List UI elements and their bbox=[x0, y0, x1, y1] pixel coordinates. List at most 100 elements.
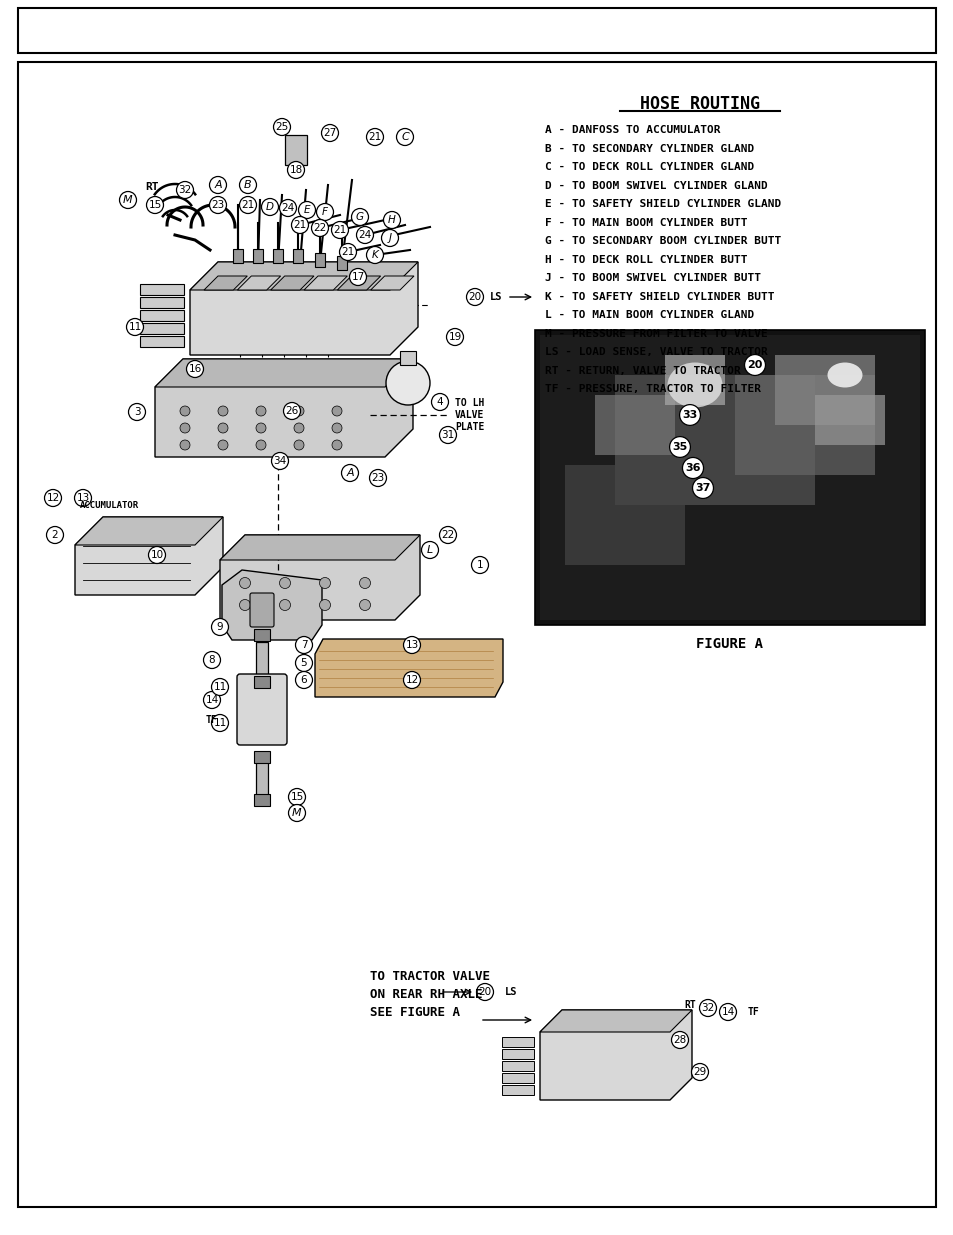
Text: M: M bbox=[292, 808, 301, 818]
Circle shape bbox=[349, 268, 366, 285]
Circle shape bbox=[319, 578, 330, 589]
Ellipse shape bbox=[826, 363, 862, 388]
FancyBboxPatch shape bbox=[18, 7, 935, 53]
Text: 12: 12 bbox=[47, 493, 59, 503]
Polygon shape bbox=[204, 275, 247, 290]
Circle shape bbox=[274, 119, 291, 136]
Circle shape bbox=[218, 440, 228, 450]
Circle shape bbox=[218, 424, 228, 433]
Text: 36: 36 bbox=[684, 463, 700, 473]
Text: 21: 21 bbox=[294, 220, 306, 230]
Circle shape bbox=[298, 201, 315, 219]
FancyBboxPatch shape bbox=[399, 351, 416, 366]
Text: 22: 22 bbox=[313, 224, 326, 233]
FancyBboxPatch shape bbox=[615, 375, 814, 505]
Circle shape bbox=[74, 489, 91, 506]
Text: L: L bbox=[426, 545, 433, 555]
Circle shape bbox=[239, 196, 256, 214]
FancyBboxPatch shape bbox=[250, 593, 274, 627]
Circle shape bbox=[671, 1031, 688, 1049]
Circle shape bbox=[366, 128, 383, 146]
Text: 13: 13 bbox=[76, 493, 90, 503]
Circle shape bbox=[321, 125, 338, 142]
FancyBboxPatch shape bbox=[774, 354, 874, 425]
Text: TF: TF bbox=[206, 715, 217, 725]
FancyBboxPatch shape bbox=[501, 1086, 534, 1095]
Circle shape bbox=[295, 655, 313, 672]
Circle shape bbox=[127, 319, 143, 336]
Text: 17: 17 bbox=[351, 272, 364, 282]
Text: A: A bbox=[346, 468, 354, 478]
Text: J - TO BOOM SWIVEL CYLINDER BUTT: J - TO BOOM SWIVEL CYLINDER BUTT bbox=[544, 273, 760, 283]
Text: RT - RETURN, VALVE TO TRACTOR: RT - RETURN, VALVE TO TRACTOR bbox=[544, 366, 740, 375]
Text: C - TO DECK ROLL CYLINDER GLAND: C - TO DECK ROLL CYLINDER GLAND bbox=[544, 162, 754, 172]
FancyBboxPatch shape bbox=[18, 62, 935, 1207]
Text: B - TO SECONDARY CYLINDER GLAND: B - TO SECONDARY CYLINDER GLAND bbox=[544, 143, 754, 153]
Text: 20: 20 bbox=[468, 291, 481, 303]
Text: 19: 19 bbox=[448, 332, 461, 342]
Circle shape bbox=[691, 1063, 708, 1081]
Circle shape bbox=[176, 182, 193, 199]
FancyBboxPatch shape bbox=[664, 354, 724, 405]
Text: H: H bbox=[388, 215, 395, 225]
Text: 27: 27 bbox=[323, 128, 336, 138]
Circle shape bbox=[272, 452, 288, 469]
FancyBboxPatch shape bbox=[236, 674, 287, 745]
Text: RT: RT bbox=[683, 1000, 695, 1010]
Text: 3: 3 bbox=[133, 408, 140, 417]
Text: L - TO MAIN BOOM CYLINDER GLAND: L - TO MAIN BOOM CYLINDER GLAND bbox=[544, 310, 754, 320]
Text: 21: 21 bbox=[368, 132, 381, 142]
Circle shape bbox=[476, 983, 493, 1000]
Text: 8: 8 bbox=[209, 655, 215, 664]
Text: ON REAR RH AXLE: ON REAR RH AXLE bbox=[370, 988, 482, 1000]
Text: F - TO MAIN BOOM CYLINDER BUTT: F - TO MAIN BOOM CYLINDER BUTT bbox=[544, 217, 747, 227]
FancyBboxPatch shape bbox=[253, 794, 270, 806]
Text: 15: 15 bbox=[290, 792, 303, 802]
Circle shape bbox=[294, 440, 304, 450]
Circle shape bbox=[332, 406, 341, 416]
Circle shape bbox=[295, 672, 313, 688]
Circle shape bbox=[149, 547, 165, 563]
Circle shape bbox=[255, 406, 266, 416]
Circle shape bbox=[180, 440, 190, 450]
Circle shape bbox=[239, 177, 256, 194]
Circle shape bbox=[294, 424, 304, 433]
Text: 2: 2 bbox=[51, 530, 58, 540]
Circle shape bbox=[45, 489, 61, 506]
Text: 15: 15 bbox=[149, 200, 161, 210]
Text: 11: 11 bbox=[213, 682, 227, 692]
Polygon shape bbox=[154, 359, 413, 457]
Text: 35: 35 bbox=[672, 442, 687, 452]
Polygon shape bbox=[337, 275, 380, 290]
FancyBboxPatch shape bbox=[734, 375, 874, 475]
FancyBboxPatch shape bbox=[501, 1037, 534, 1047]
Polygon shape bbox=[190, 262, 417, 354]
Circle shape bbox=[356, 226, 374, 243]
Polygon shape bbox=[304, 275, 347, 290]
FancyBboxPatch shape bbox=[253, 629, 270, 641]
Text: 21: 21 bbox=[341, 247, 355, 257]
FancyBboxPatch shape bbox=[255, 642, 268, 687]
Circle shape bbox=[359, 599, 370, 610]
FancyBboxPatch shape bbox=[293, 249, 303, 263]
FancyBboxPatch shape bbox=[140, 310, 184, 321]
Text: K - TO SAFETY SHIELD CYLINDER BUTT: K - TO SAFETY SHIELD CYLINDER BUTT bbox=[544, 291, 774, 301]
Text: 11: 11 bbox=[129, 322, 141, 332]
Text: TO TRACTOR VALVE: TO TRACTOR VALVE bbox=[370, 971, 490, 983]
Circle shape bbox=[699, 999, 716, 1016]
Text: HOSE ROUTING: HOSE ROUTING bbox=[639, 95, 760, 112]
Text: G - TO SECONDARY BOOM CYLINDER BUTT: G - TO SECONDARY BOOM CYLINDER BUTT bbox=[544, 236, 781, 246]
Text: 6: 6 bbox=[300, 676, 307, 685]
Circle shape bbox=[439, 426, 456, 443]
Text: SEE FIGURE A: SEE FIGURE A bbox=[370, 1005, 459, 1019]
Text: B: B bbox=[244, 180, 252, 190]
Text: 24: 24 bbox=[358, 230, 372, 240]
Text: 11: 11 bbox=[213, 718, 227, 727]
Polygon shape bbox=[539, 1010, 691, 1032]
Text: 14: 14 bbox=[205, 695, 218, 705]
Text: 37: 37 bbox=[695, 483, 710, 493]
Text: 18: 18 bbox=[289, 165, 302, 175]
Polygon shape bbox=[371, 275, 414, 290]
Text: 7: 7 bbox=[300, 640, 307, 650]
Circle shape bbox=[403, 672, 420, 688]
